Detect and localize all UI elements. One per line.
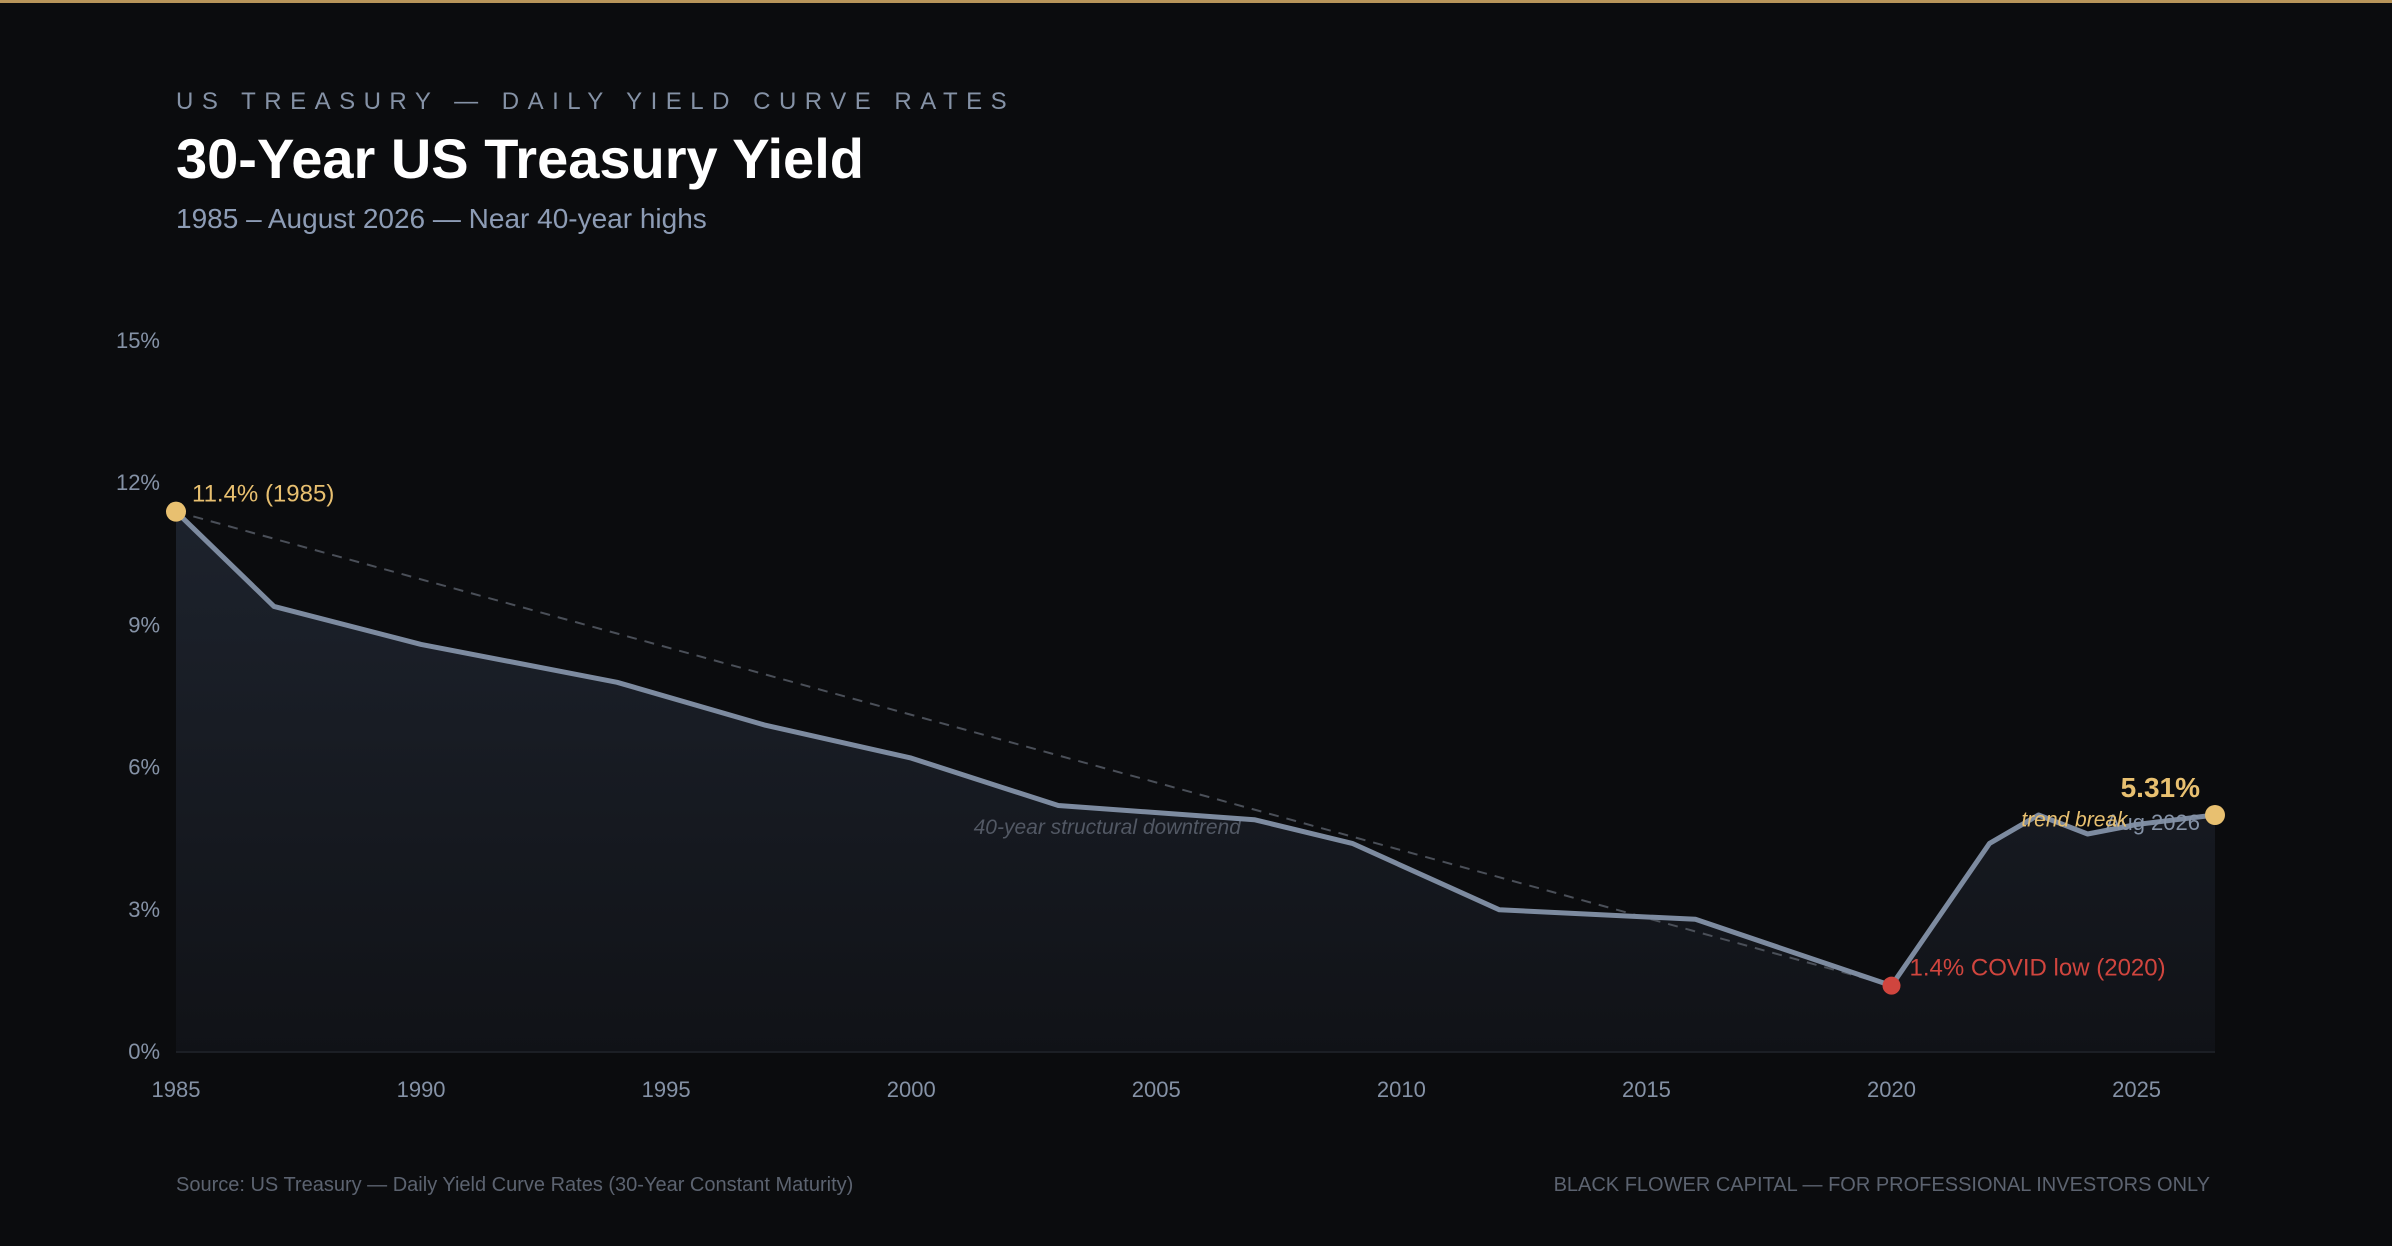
x-tick-label: 2020 xyxy=(1867,1077,1916,1102)
series-area xyxy=(176,511,2215,1053)
x-tick-label: 2025 xyxy=(2112,1077,2161,1102)
low-label: 1.4% COVID low (2020) xyxy=(1910,955,2166,982)
current-value-label: 5.31% xyxy=(2121,772,2200,803)
trend-break-label: trend break xyxy=(2021,809,2129,832)
chart-eyebrow: US TREASURY — DAILY YIELD CURVE RATES xyxy=(176,88,1016,115)
y-tick-label: 12% xyxy=(116,470,160,495)
y-tick-label: 15% xyxy=(116,328,160,353)
disclaimer: BLACK FLOWER CAPITAL — FOR PROFESSIONAL … xyxy=(1553,1174,2210,1196)
y-tick-label: 6% xyxy=(128,755,160,780)
chart-subtitle: 1985 – August 2026 — Near 40-year highs xyxy=(176,203,707,234)
low-point xyxy=(1882,976,1901,995)
current-date-label: Aug 2026 xyxy=(2106,810,2200,835)
series-line xyxy=(173,509,2218,989)
trendline-label: 40-year structural downtrend xyxy=(974,816,1243,839)
y-tick-label: 0% xyxy=(128,1039,160,1064)
x-tick-label: 2000 xyxy=(887,1077,936,1102)
x-tick-label: 1990 xyxy=(397,1077,446,1102)
x-tick-label: 1995 xyxy=(642,1077,691,1102)
accent-bar xyxy=(0,0,2392,3)
x-tick-label: 2015 xyxy=(1622,1077,1671,1102)
y-tick-label: 9% xyxy=(128,612,160,637)
x-tick-label: 2010 xyxy=(1377,1077,1426,1102)
chart-title: 30-Year US Treasury Yield xyxy=(176,127,864,190)
x-tick-label: 2005 xyxy=(1132,1077,1181,1102)
current-point xyxy=(2205,805,2225,825)
source-note: Source: US Treasury — Daily Yield Curve … xyxy=(176,1174,854,1196)
start-label: 11.4% (1985) xyxy=(192,481,334,508)
y-tick-label: 3% xyxy=(128,897,160,922)
trendline xyxy=(175,510,1892,987)
x-tick-label: 1985 xyxy=(152,1077,201,1102)
start-point xyxy=(166,501,186,522)
